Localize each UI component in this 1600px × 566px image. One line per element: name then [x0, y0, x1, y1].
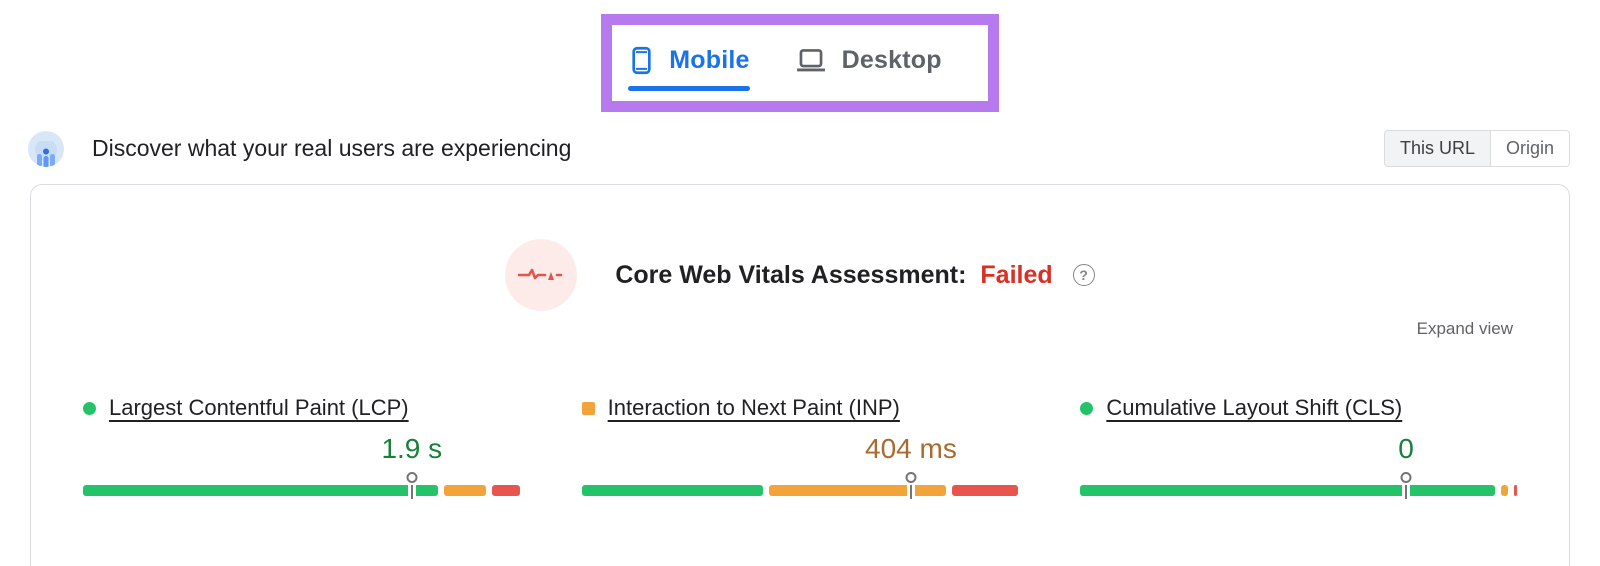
tab-mobile[interactable]: Mobile [628, 46, 750, 91]
core-web-vitals-card: Core Web Vitals Assessment: Failed ? Exp… [30, 184, 1570, 566]
cls-distribution-bar [1080, 485, 1517, 496]
tab-desktop-label: Desktop [841, 46, 942, 74]
device-tabs-row: Mobile Desktop [0, 0, 1600, 112]
tab-mobile-label: Mobile [669, 46, 750, 74]
expand-view-link[interactable]: Expand view [1416, 319, 1513, 338]
real-users-icon [28, 130, 64, 167]
metric-lcp: Largest Contentful Paint (LCP) 1.9 s [83, 395, 520, 499]
field-section-heading: Discover what your real users are experi… [92, 135, 572, 161]
distribution-segment-good [1080, 485, 1496, 496]
lcp-status-bullet [83, 401, 96, 415]
distribution-segment-needs-improvement [444, 485, 486, 496]
lcp-p75-marker [406, 472, 418, 499]
distribution-segment-needs-improvement [768, 485, 946, 496]
assessment-header: Core Web Vitals Assessment: Failed ? [31, 185, 1569, 311]
metric-cls: Cumulative Layout Shift (CLS) 0 [1080, 395, 1517, 499]
assessment-result: Failed [980, 260, 1053, 289]
inp-status-bullet [581, 401, 595, 415]
annotation-highlight-box: Mobile Desktop [601, 14, 999, 112]
mobile-icon [628, 46, 655, 75]
inp-link[interactable]: Interaction to Next Paint (INP) [607, 395, 900, 420]
cls-value: 0 [1398, 433, 1414, 464]
tab-desktop[interactable]: Desktop [794, 46, 942, 91]
lcp-value: 1.9 s [381, 433, 443, 464]
metric-inp: Interaction to Next Paint (INP) 404 ms [581, 395, 1019, 499]
distribution-segment-poor [491, 485, 520, 496]
distribution-segment-good [581, 485, 763, 496]
desktop-icon [794, 46, 828, 75]
assessment-title-text: Core Web Vitals Assessment: [615, 260, 967, 289]
core-web-vitals-pulse-icon [505, 239, 578, 311]
inp-value: 404 ms [864, 433, 957, 464]
field-data-header: Discover what your real users are experi… [28, 130, 1570, 167]
lcp-distribution-bar [83, 485, 520, 496]
lcp-link[interactable]: Largest Contentful Paint (LCP) [109, 395, 409, 420]
inp-distribution-bar [581, 485, 1019, 496]
help-icon[interactable]: ? [1072, 264, 1095, 286]
assessment-title: Core Web Vitals Assessment: Failed ? [615, 260, 1095, 290]
distribution-segment-poor [1514, 485, 1517, 496]
scope-toggle: This URL Origin [1383, 130, 1570, 167]
distribution-segment-poor [951, 485, 1019, 496]
distribution-segment-good [83, 485, 439, 496]
scope-origin-button[interactable]: Origin [1490, 130, 1570, 167]
metrics-row: Largest Contentful Paint (LCP) 1.9 s Int… [31, 395, 1569, 499]
distribution-segment-needs-improvement [1501, 485, 1509, 496]
cls-link[interactable]: Cumulative Layout Shift (CLS) [1106, 395, 1403, 420]
active-tab-underline [628, 86, 750, 91]
scope-this-url-button[interactable]: This URL [1383, 130, 1491, 167]
cls-p75-marker [1400, 472, 1412, 499]
inp-p75-marker [905, 472, 917, 499]
cls-status-bullet [1080, 401, 1094, 415]
